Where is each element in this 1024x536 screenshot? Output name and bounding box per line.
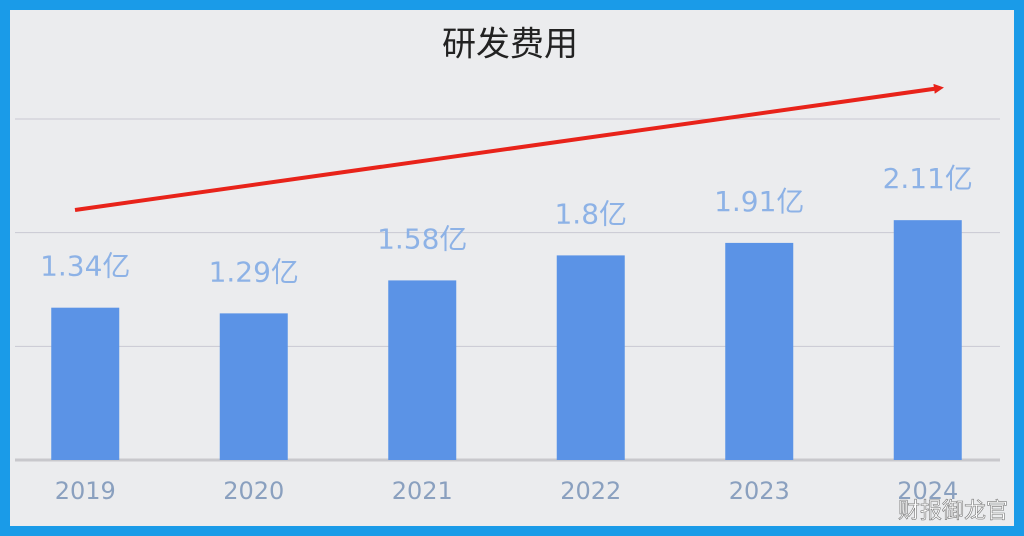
value-label: 1.58亿	[377, 222, 467, 255]
x-tick-label: 2024	[897, 477, 958, 505]
grid	[15, 118, 1000, 462]
x-tick-label: 2021	[392, 477, 453, 505]
x-tick-label: 2022	[560, 477, 621, 505]
value-label: 1.29亿	[209, 255, 299, 288]
x-tick-label: 2019	[55, 477, 116, 505]
value-label: 2.11亿	[883, 162, 973, 195]
chart-title: 研发费用	[442, 25, 578, 65]
value-label: 1.91亿	[714, 185, 804, 218]
bar	[556, 255, 625, 460]
bars: 2019 1.34亿 2020 1.29亿 2021 1.58亿 2022 1.8亿 2023 1…	[40, 162, 973, 505]
bar	[388, 280, 457, 460]
plot-background	[10, 10, 1014, 526]
bar	[893, 220, 962, 460]
value-label: 1.34亿	[40, 250, 130, 283]
bar	[219, 313, 288, 460]
bar	[51, 307, 120, 460]
bar	[725, 242, 794, 460]
watermark: 财报御龙官	[898, 499, 1008, 524]
trend-arrow	[74, 83, 944, 212]
x-tick-label: 2020	[223, 477, 284, 505]
x-tick-label: 2023	[729, 477, 790, 505]
value-label: 1.8亿	[554, 197, 627, 230]
